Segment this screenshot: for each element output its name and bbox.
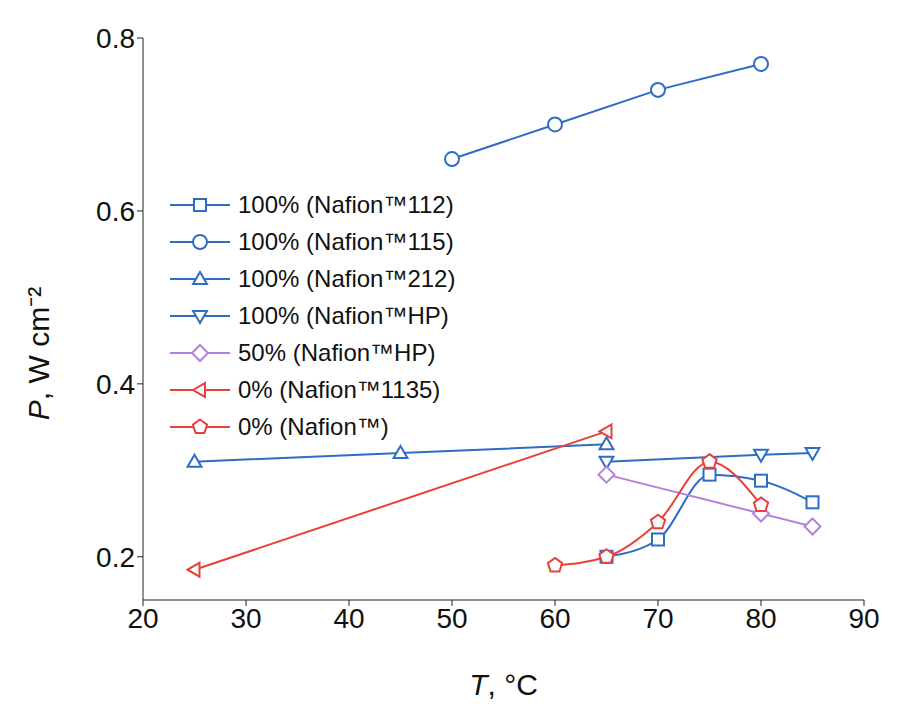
html-text:T, °C: T, °C	[469, 668, 538, 701]
html-text:100% (Nafion™112): 100% (Nafion™112)	[238, 190, 454, 218]
html-text:100% (Nafion™HP): 100% (Nafion™HP)	[238, 301, 449, 329]
svg-text:70: 70	[642, 603, 673, 634]
svg-text:0.8: 0.8	[96, 23, 135, 54]
svg-text:60: 60	[539, 603, 570, 634]
svg-text:20: 20	[127, 603, 158, 634]
svg-text:0.6: 0.6	[96, 196, 135, 227]
html-text:100% (Nafion™115): 100% (Nafion™115)	[238, 227, 454, 255]
svg-text:30: 30	[230, 603, 261, 634]
html-text:, W cm⁻²: , W cm⁻²	[22, 286, 56, 400]
svg-text:80: 80	[745, 603, 776, 634]
svg-text:0.4: 0.4	[96, 369, 135, 400]
html-text:P: P	[22, 399, 56, 420]
svg-text:40: 40	[333, 603, 364, 634]
svg-text:90: 90	[848, 603, 879, 634]
html-text:0% (Nafion™1135): 0% (Nafion™1135)	[238, 375, 441, 403]
svg-text:0.2: 0.2	[96, 542, 135, 573]
svg-text:50: 50	[436, 603, 467, 634]
html-text:50% (Nafion™HP): 50% (Nafion™HP)	[238, 338, 436, 366]
html-text:0% (Nafion™): 0% (Nafion™)	[238, 412, 389, 440]
html-text:100% (Nafion™212): 100% (Nafion™212)	[238, 264, 456, 292]
